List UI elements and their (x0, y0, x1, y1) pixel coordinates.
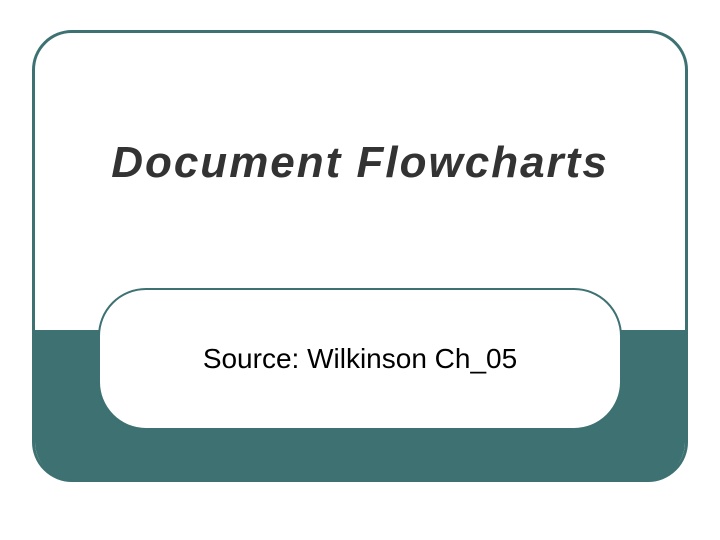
subtitle-text: Source: Wilkinson Ch_05 (203, 343, 517, 375)
slide-title: Document Flowcharts (50, 138, 670, 188)
subtitle-box: Source: Wilkinson Ch_05 (98, 288, 622, 430)
